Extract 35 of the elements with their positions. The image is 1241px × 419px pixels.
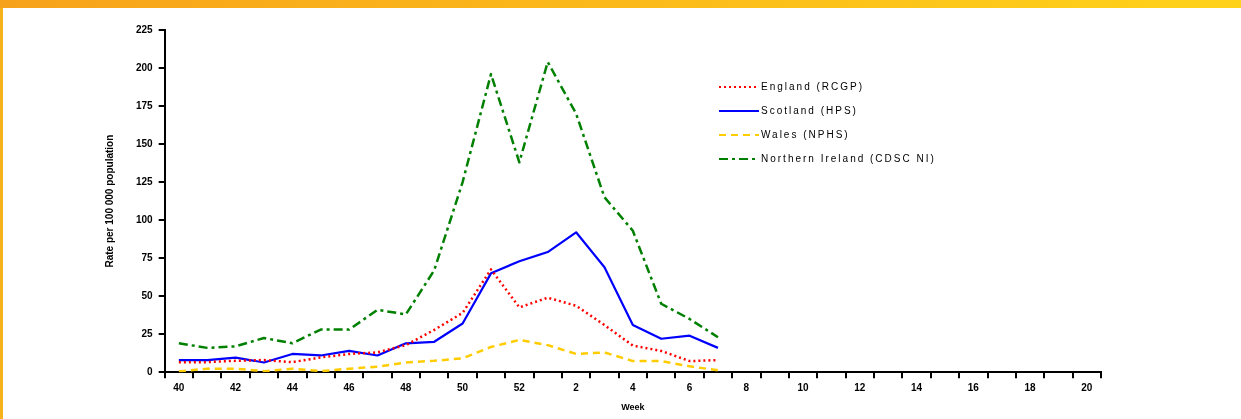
y-tick-label: 50: [141, 289, 154, 301]
x-tick-label: 42: [230, 381, 242, 393]
y-tick-label: 225: [136, 23, 154, 35]
x-tick-label: 44: [286, 381, 299, 393]
x-tick-label: 14: [911, 381, 923, 393]
y-tick-label: 150: [136, 137, 154, 149]
line-series: [177, 338, 720, 373]
x-tick-label: 40: [173, 381, 185, 393]
legend-label: Scotland (HPS): [761, 104, 858, 116]
y-tick-label: 25: [141, 327, 154, 339]
legend-label: England (RCGP): [761, 80, 865, 92]
legend-label: Wales (NPHS): [761, 128, 850, 140]
x-axis-title: Week: [621, 402, 646, 413]
x-tick-label: 4: [630, 381, 637, 393]
x-tick-label: 12: [854, 381, 866, 393]
x-tick-label: 10: [797, 381, 810, 393]
y-tick-label: 175: [136, 99, 154, 111]
x-tick-label: 16: [967, 381, 980, 393]
x-tick-label: 20: [1081, 381, 1093, 393]
x-tick-label: 46: [343, 381, 356, 393]
line-series: [177, 60, 720, 350]
y-tick-label: 75: [141, 251, 154, 263]
y-tick-label: 125: [136, 175, 154, 187]
y-axis-title: Rate per 100 000 population: [103, 134, 115, 268]
x-tick-label: 50: [457, 381, 469, 393]
y-tick-label: 100: [136, 213, 154, 225]
x-tick-label: 8: [743, 381, 750, 393]
x-tick-label: 52: [513, 381, 526, 393]
x-tick-label: 6: [686, 381, 693, 393]
y-tick-label: 200: [136, 61, 154, 73]
x-tick-label: 2: [573, 381, 580, 393]
x-tick-label: 48: [400, 381, 412, 393]
y-tick-label: 0: [147, 365, 154, 377]
legend-label: Northern Ireland (CDSC NI): [761, 152, 936, 164]
x-tick-label: 18: [1024, 381, 1037, 393]
